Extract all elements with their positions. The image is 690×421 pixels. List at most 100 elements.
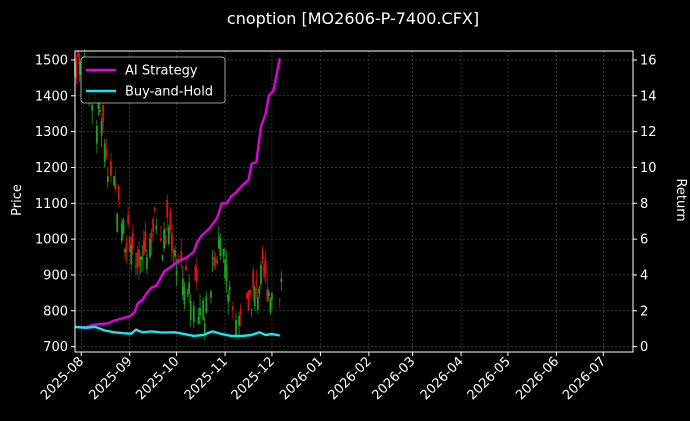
candle-body [103, 143, 106, 163]
candle-body [175, 270, 178, 276]
candle-body [117, 186, 120, 200]
candle-body [258, 289, 261, 294]
candle-body [171, 233, 173, 251]
candle-body [261, 249, 264, 260]
candle-body [160, 238, 162, 241]
candle-body [120, 223, 123, 241]
candle-body [125, 242, 128, 253]
candle-body [166, 200, 169, 218]
candle-body [161, 255, 164, 260]
candle-body [263, 264, 266, 277]
candle-body [185, 265, 187, 271]
candle-body [255, 281, 258, 285]
candle-body [219, 238, 222, 256]
series-line-buy-and-hold [74, 325, 281, 338]
candle-body [102, 105, 105, 122]
candle-body [127, 214, 130, 224]
candle-body [167, 227, 170, 244]
y-right-tick-label: 8 [640, 197, 648, 212]
candle-body [95, 125, 98, 144]
candle-body [225, 264, 228, 282]
y-left-tick-label: 800 [43, 304, 68, 319]
y-left-tick-label: 1400 [35, 89, 68, 104]
legend: AI Strategy Buy-and-Hold [80, 56, 226, 104]
candle-body [164, 235, 167, 245]
candle-body [216, 261, 219, 263]
legend-label: AI Strategy [125, 64, 198, 79]
candle-body [253, 287, 256, 307]
y-left-tick-label: 1100 [35, 197, 68, 212]
candle-body [247, 290, 250, 311]
y-left-tick-label: 1000 [35, 233, 68, 248]
candle-body [231, 306, 234, 311]
candle-body [186, 293, 189, 295]
candle-body [180, 251, 183, 262]
candle-body [139, 257, 142, 260]
candle-body [203, 323, 206, 333]
y-left-tick-label: 1300 [35, 125, 68, 140]
series-line-ai-strategy [75, 57, 281, 329]
candle-body [239, 309, 242, 315]
candle-body [149, 238, 151, 257]
candle-body [267, 291, 270, 296]
candle-body [144, 231, 147, 251]
y-right-tick-label: 0 [640, 340, 648, 355]
candle-body [141, 255, 144, 260]
candle-body [114, 183, 117, 190]
candle-body [130, 245, 133, 264]
candle-body [189, 300, 192, 321]
return-lines [74, 57, 281, 338]
candle-body [183, 286, 186, 305]
candle-body [116, 213, 119, 233]
candle-body [278, 298, 281, 300]
candle-body [78, 61, 81, 76]
candle-body [217, 236, 220, 249]
candle-body [155, 225, 158, 230]
candle-body [199, 307, 201, 316]
y-right-tick-label: 16 [640, 53, 657, 68]
candle-body [256, 297, 259, 310]
candle-body [197, 316, 200, 324]
candle-body [194, 265, 197, 281]
candle-body [152, 218, 155, 232]
candle-body [264, 260, 267, 275]
y-axis-left-label: Price [10, 184, 25, 216]
candle-body [97, 102, 100, 109]
candle-body [106, 176, 109, 182]
candle-body [135, 266, 137, 268]
candle-body [213, 256, 216, 267]
candle-body [192, 305, 195, 323]
candle-body [250, 308, 253, 310]
candle-body [153, 207, 156, 211]
candle-body [172, 250, 175, 254]
y-right-tick-label: 10 [640, 161, 657, 176]
candle-body [138, 249, 140, 266]
candle-body [238, 315, 241, 326]
y-left-tick-label: 900 [43, 268, 68, 283]
y-right-tick-label: 2 [640, 304, 648, 319]
candle-body [75, 63, 78, 79]
plot-frame [74, 50, 634, 353]
candle-body [224, 259, 226, 279]
candle-body [100, 121, 103, 136]
candle-body [163, 229, 165, 249]
candle-body [202, 300, 205, 320]
y-right-tick-label: 6 [640, 233, 648, 248]
candle-body [211, 257, 214, 260]
chart-title: cnoption [MO2606-P-7400.CFX] [227, 9, 479, 28]
candle-body [271, 293, 273, 300]
candle-body [128, 236, 131, 252]
candle-body [269, 299, 272, 313]
candle-body [169, 210, 172, 230]
legend-box [80, 56, 226, 104]
candle-body [77, 50, 80, 57]
y-left-tick-label: 1500 [35, 53, 68, 68]
candle-body [205, 296, 208, 313]
candle-body [91, 104, 94, 111]
candle-body [260, 264, 262, 285]
y-right-tick-label: 12 [640, 125, 657, 140]
candle-body [145, 256, 148, 269]
candle-body [222, 248, 225, 256]
candle-body [181, 278, 184, 295]
